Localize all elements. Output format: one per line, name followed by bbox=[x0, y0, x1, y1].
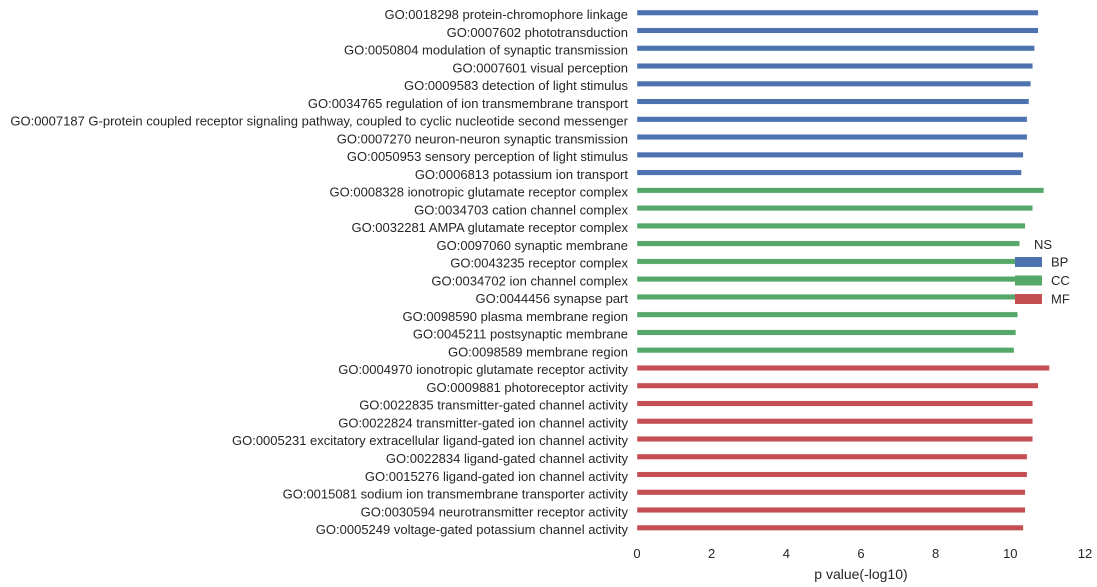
x-tick-label: 12 bbox=[1078, 546, 1092, 561]
legend-label-mf: MF bbox=[1051, 292, 1070, 307]
bar-mf bbox=[636, 471, 1028, 478]
x-tick-label: 4 bbox=[783, 546, 790, 561]
legend: NS BP CC MF bbox=[1015, 237, 1070, 307]
y-tick-label: GO:0022834 ligand-gated channel activity bbox=[386, 451, 629, 466]
y-tick-label: GO:0015276 ligand-gated ion channel acti… bbox=[365, 469, 629, 484]
bar-mf bbox=[636, 507, 1026, 513]
bar-cc bbox=[636, 347, 1015, 354]
bar-cc bbox=[636, 276, 1020, 283]
bar-bp bbox=[636, 80, 1032, 87]
legend-swatch-cc bbox=[1015, 275, 1042, 286]
bar-bp bbox=[636, 63, 1033, 69]
bar-bp bbox=[636, 116, 1028, 123]
y-tick-label: GO:0006813 potassium ion transport bbox=[415, 167, 629, 182]
y-tick-label: GO:0098590 plasma membrane region bbox=[403, 309, 628, 324]
y-tick-label: GO:0007270 neuron-neuron synaptic transm… bbox=[337, 131, 628, 146]
bar-mf bbox=[636, 400, 1033, 407]
legend-title: NS bbox=[1034, 237, 1052, 252]
y-tick-label: GO:0008328 ionotropic glutamate receptor… bbox=[330, 185, 629, 200]
y-tick-label: GO:0098589 membrane region bbox=[448, 344, 628, 359]
y-tick-label: GO:0032281 AMPA glutamate receptor compl… bbox=[351, 220, 628, 235]
legend-label-cc: CC bbox=[1051, 273, 1070, 288]
bar-mf bbox=[636, 489, 1026, 496]
y-tick-label: GO:0034765 regulation of ion transmembra… bbox=[308, 96, 629, 111]
bars-layer bbox=[636, 9, 1050, 531]
bar-cc bbox=[636, 240, 1020, 247]
bar-cc bbox=[636, 329, 1017, 336]
legend-label-bp: BP bbox=[1051, 255, 1068, 270]
y-tick-label: GO:0034703 cation channel complex bbox=[414, 202, 628, 217]
y-tick-label: GO:0045211 postsynaptic membrane bbox=[413, 327, 628, 342]
y-tick-label: GO:0044456 synapse part bbox=[476, 291, 629, 306]
bar-cc bbox=[636, 222, 1026, 229]
y-tick-label: GO:0097060 synaptic membrane bbox=[437, 238, 629, 253]
x-axis-label: p value(-log10) bbox=[814, 566, 907, 582]
bar-cc bbox=[636, 187, 1045, 194]
y-tick-label: GO:0043235 receptor complex bbox=[450, 256, 628, 271]
bar-bp bbox=[636, 169, 1022, 176]
y-tick-label: GO:0015081 sodium ion transmembrane tran… bbox=[283, 487, 629, 502]
bar-bp bbox=[636, 134, 1028, 141]
bar-bp bbox=[636, 151, 1024, 158]
y-tick-label: GO:0007601 visual perception bbox=[452, 60, 628, 75]
bar-mf bbox=[636, 436, 1033, 442]
bar-mf bbox=[636, 453, 1028, 460]
x-tick-label: 8 bbox=[932, 546, 939, 561]
bar-mf bbox=[636, 524, 1024, 531]
bar-bp bbox=[636, 9, 1039, 16]
y-tick-label: GO:0034702 ion channel complex bbox=[431, 273, 628, 288]
bar-cc bbox=[636, 258, 1022, 265]
y-tick-labels: GO:0018298 protein-chromophore linkage GO… bbox=[10, 7, 628, 537]
bar-bp bbox=[636, 98, 1030, 105]
y-tick-label: GO:0050804 modulation of synaptic transm… bbox=[344, 43, 628, 58]
bar-cc bbox=[636, 293, 1018, 300]
y-tick-label: GO:0007187 G-protein coupled receptor si… bbox=[10, 114, 628, 129]
bar-mf bbox=[636, 365, 1050, 371]
y-tick-label: GO:0050953 sensory perception of light s… bbox=[347, 149, 629, 164]
bar-cc bbox=[636, 205, 1033, 212]
legend-swatch-mf bbox=[1015, 294, 1042, 304]
y-tick-label: GO:0005231 excitatory extracellular liga… bbox=[232, 433, 629, 448]
y-tick-label: GO:0009583 detection of light stimulus bbox=[404, 78, 629, 93]
y-tick-label: GO:0007602 phototransduction bbox=[447, 25, 628, 40]
y-tick-label: GO:0030594 neurotransmitter receptor act… bbox=[361, 504, 629, 519]
y-tick-label: GO:0022824 transmitter-gated ion channel… bbox=[338, 415, 628, 430]
x-tick-label: 0 bbox=[633, 546, 640, 561]
y-tick-label: GO:0018298 protein-chromophore linkage bbox=[384, 7, 628, 22]
bar-mf bbox=[636, 418, 1033, 425]
x-tick-label: 2 bbox=[708, 546, 715, 561]
bar-bp bbox=[636, 45, 1035, 52]
bar-mf bbox=[636, 382, 1039, 389]
y-tick-label: GO:0004970 ionotropic glutamate receptor… bbox=[338, 362, 628, 377]
y-tick-label: GO:0005249 voltage-gated potassium chann… bbox=[316, 522, 629, 537]
x-tick-label: 10 bbox=[1003, 546, 1017, 561]
y-tick-label: GO:0009881 photoreceptor activity bbox=[426, 380, 628, 395]
x-tick-label: 6 bbox=[857, 546, 864, 561]
y-tick-label: GO:0022835 transmitter-gated channel act… bbox=[359, 398, 628, 413]
legend-swatch-bp bbox=[1015, 257, 1042, 267]
bar-bp bbox=[636, 27, 1039, 34]
x-tick-labels: 0 2 4 6 8 10 12 bbox=[633, 546, 1092, 561]
bar-cc bbox=[636, 311, 1018, 318]
